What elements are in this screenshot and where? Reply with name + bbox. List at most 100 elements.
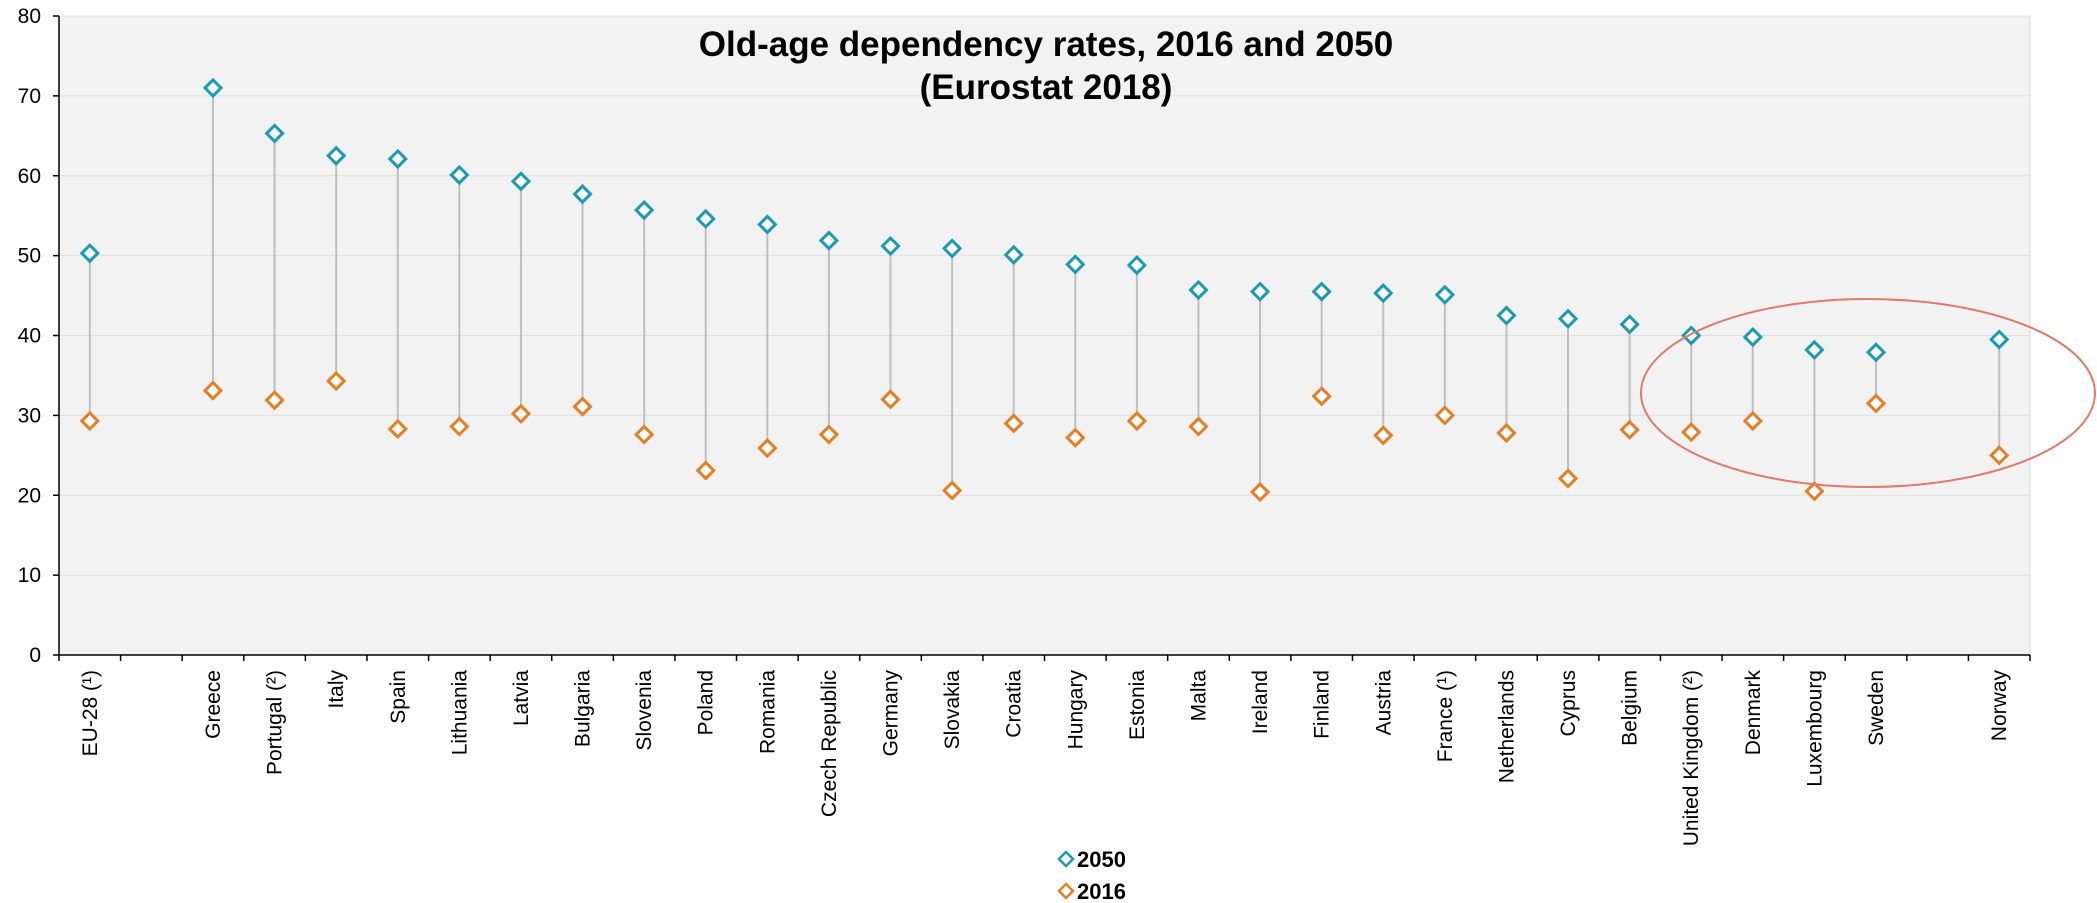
dot-marker	[1742, 410, 1763, 432]
x-tick-label: Poland	[695, 670, 718, 735]
x-tick-label: Ireland	[1249, 670, 1272, 734]
dot-marker	[1865, 393, 1887, 414]
dot-marker	[510, 171, 532, 192]
x-tick-label: Bulgaria	[572, 670, 595, 747]
y-tick-label: 60	[18, 165, 41, 188]
dot-marker	[818, 424, 840, 445]
dot-marker	[449, 416, 470, 437]
dot-marker	[1434, 405, 1455, 426]
dot-marker	[1557, 308, 1579, 329]
x-tick-label: Denmark	[1742, 670, 1765, 756]
dot-marker	[757, 438, 778, 459]
y-tick-label: 40	[18, 325, 41, 348]
dot-marker	[1619, 314, 1640, 335]
dot-marker	[387, 148, 408, 170]
dot-marker	[1681, 422, 1702, 443]
dot-marker	[1188, 416, 1209, 437]
x-tick-label: Slovakia	[941, 670, 964, 750]
y-tick-label: 70	[18, 85, 41, 108]
dot-marker	[880, 389, 901, 410]
dot-marker	[1126, 255, 1148, 276]
dot-marker	[1003, 413, 1024, 434]
dot-marker	[572, 183, 593, 205]
dot-marker	[880, 235, 901, 257]
legend-label: 2016	[1077, 879, 1126, 903]
dot-marker	[1742, 326, 1763, 348]
y-tick-label: 10	[18, 564, 41, 587]
dot-marker	[1989, 329, 2010, 350]
legend-label: 2050	[1077, 847, 1126, 872]
x-tick-label: Czech Republic	[818, 670, 841, 817]
x-tick-label: Greece	[202, 670, 225, 739]
x-tick-label: Romania	[756, 670, 779, 754]
dot-marker	[326, 370, 347, 392]
dot-marker	[941, 238, 963, 259]
x-tick-label: Croatia	[1003, 670, 1026, 738]
dot-marker	[1373, 425, 1394, 446]
dot-marker	[1311, 281, 1332, 302]
x-tick-label: United Kingdom (²)	[1680, 670, 1703, 846]
dot-marker	[326, 145, 347, 166]
y-tick-label: 20	[18, 484, 41, 507]
x-tick-label: Cyprus	[1557, 670, 1580, 737]
dot-marker	[202, 77, 224, 99]
dot-marker	[1065, 427, 1086, 448]
x-tick-label: Belgium	[1619, 670, 1642, 746]
dot-marker	[1496, 422, 1517, 444]
x-tick-label: Austria	[1372, 670, 1395, 736]
x-tick-label: Lithuania	[448, 670, 471, 756]
x-tick-label: Latvia	[510, 670, 533, 726]
dot-marker	[1804, 481, 1825, 502]
chart-subtitle: (Eurostat 2018)	[920, 68, 1173, 107]
dot-marker	[264, 390, 285, 411]
x-tick-label: Spain	[387, 670, 410, 724]
x-tick-label: Sweden	[1865, 670, 1888, 746]
x-tick-label: Estonia	[1126, 670, 1149, 740]
dot-marker	[202, 380, 224, 401]
dot-marker	[1249, 281, 1271, 302]
dot-marker	[1003, 244, 1024, 265]
dot-marker	[572, 396, 593, 417]
y-tick-label: 30	[18, 404, 41, 427]
dot-marker	[757, 214, 778, 235]
y-tick-label: 50	[18, 245, 41, 268]
dot-marker	[634, 199, 655, 221]
dot-marker	[510, 403, 532, 424]
x-tick-label: Italy	[325, 670, 348, 709]
x-tick-label: Hungary	[1064, 670, 1087, 750]
highlight-ellipse	[1640, 298, 2096, 488]
dot-marker	[1619, 419, 1640, 440]
dot-marker	[818, 230, 840, 251]
x-tick-label: Norway	[1988, 670, 2011, 742]
dot-marker	[387, 418, 408, 440]
dot-marker	[79, 410, 100, 432]
x-tick-label: France (¹)	[1434, 670, 1457, 762]
x-tick-label: Netherlands	[1495, 670, 1518, 783]
legend-marker	[1057, 882, 1075, 900]
x-tick-label: EU-28 (¹)	[79, 670, 102, 756]
x-tick-label: Germany	[880, 670, 903, 757]
dot-marker	[79, 243, 100, 264]
dot-marker	[1989, 445, 2010, 466]
dot-marker	[1065, 254, 1086, 275]
dot-marker	[1249, 481, 1271, 503]
x-tick-label: Luxembourg	[1803, 670, 1826, 787]
dot-marker	[1126, 410, 1148, 432]
dot-marker	[1311, 386, 1332, 407]
dot-marker	[1557, 468, 1579, 489]
x-tick-label: Malta	[1187, 670, 1210, 722]
x-tick-label: Finland	[1311, 670, 1334, 739]
dot-marker	[449, 164, 470, 186]
x-tick-label: Portugal (²)	[264, 670, 287, 775]
dot-marker	[695, 208, 716, 230]
dot-marker	[1496, 305, 1517, 326]
x-tick-label: Slovenia	[633, 670, 656, 751]
y-tick-label: 80	[18, 5, 41, 28]
dot-marker	[695, 460, 716, 481]
dot-marker	[1865, 342, 1887, 363]
dot-marker	[264, 123, 285, 144]
legend-marker	[1057, 850, 1075, 868]
y-tick-label: 0	[29, 644, 41, 667]
dot-marker	[941, 480, 963, 501]
